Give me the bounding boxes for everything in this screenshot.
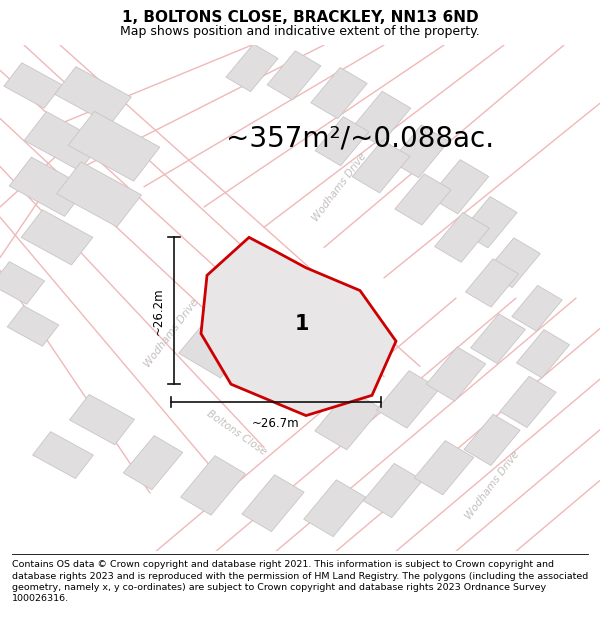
Polygon shape <box>4 62 62 108</box>
Polygon shape <box>24 112 102 171</box>
Polygon shape <box>311 68 367 119</box>
Polygon shape <box>226 44 278 92</box>
Polygon shape <box>201 238 396 416</box>
Polygon shape <box>7 306 59 346</box>
Polygon shape <box>434 213 490 262</box>
Polygon shape <box>363 463 423 518</box>
Polygon shape <box>32 432 94 479</box>
Polygon shape <box>304 480 366 537</box>
Polygon shape <box>55 67 131 124</box>
Text: Wodhams Drive: Wodhams Drive <box>310 151 368 222</box>
Polygon shape <box>315 389 381 450</box>
Text: Contains OS data © Crown copyright and database right 2021. This information is : Contains OS data © Crown copyright and d… <box>12 560 588 604</box>
Polygon shape <box>70 394 134 445</box>
Polygon shape <box>485 238 541 288</box>
Polygon shape <box>470 314 526 364</box>
Polygon shape <box>426 347 486 401</box>
Polygon shape <box>466 259 518 307</box>
Polygon shape <box>395 174 451 225</box>
Polygon shape <box>391 125 449 177</box>
Polygon shape <box>376 371 440 428</box>
Text: 1, BOLTONS CLOSE, BRACKLEY, NN13 6ND: 1, BOLTONS CLOSE, BRACKLEY, NN13 6ND <box>122 10 478 25</box>
Polygon shape <box>414 441 474 495</box>
Text: Wodhams Drive: Wodhams Drive <box>142 298 200 369</box>
Text: Wodhams Drive: Wodhams Drive <box>463 449 521 521</box>
Polygon shape <box>68 111 160 181</box>
Polygon shape <box>351 91 411 146</box>
Polygon shape <box>429 159 489 214</box>
Polygon shape <box>9 157 87 216</box>
Text: ~26.7m: ~26.7m <box>252 417 300 430</box>
Text: ~26.2m: ~26.2m <box>151 287 164 334</box>
Polygon shape <box>21 210 93 265</box>
Polygon shape <box>517 329 569 378</box>
Text: Map shows position and indicative extent of the property.: Map shows position and indicative extent… <box>120 25 480 38</box>
Polygon shape <box>461 197 517 248</box>
Text: 1: 1 <box>295 314 310 334</box>
Polygon shape <box>56 162 142 227</box>
Polygon shape <box>464 414 520 466</box>
Polygon shape <box>257 335 331 402</box>
Polygon shape <box>181 456 245 515</box>
Text: ~357m²/~0.088ac.: ~357m²/~0.088ac. <box>226 124 494 152</box>
Polygon shape <box>512 286 562 331</box>
Polygon shape <box>0 262 44 304</box>
Polygon shape <box>352 140 410 193</box>
Text: Boltons Close: Boltons Close <box>205 408 269 456</box>
Polygon shape <box>123 436 183 490</box>
Polygon shape <box>267 51 321 100</box>
Polygon shape <box>315 117 369 166</box>
Polygon shape <box>242 475 304 532</box>
Polygon shape <box>179 299 265 378</box>
Polygon shape <box>500 376 556 428</box>
